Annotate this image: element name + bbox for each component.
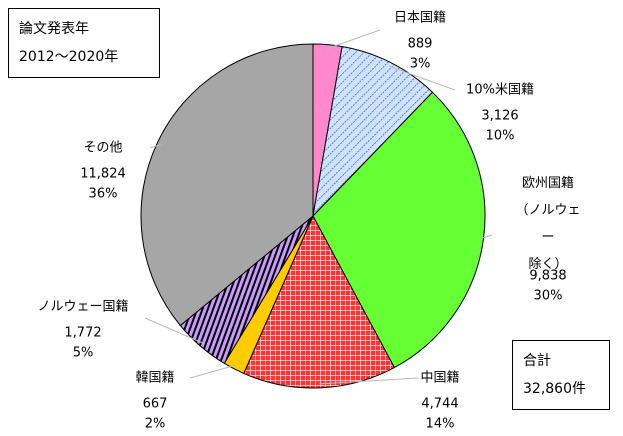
pie-slice — [312, 45, 434, 218]
note-box: 論文発表年 2012～2020年 — [8, 8, 160, 78]
slice-label: 10%米国籍 — [466, 82, 534, 98]
total-box: 合計 32,860件 — [512, 340, 610, 410]
leader-line — [327, 29, 381, 50]
leader-line — [144, 317, 204, 344]
value-label: 11,824 — [80, 166, 126, 182]
value-label: 4,744 — [421, 396, 459, 412]
share-label: 36% — [88, 186, 118, 202]
share-label: 10% — [485, 128, 515, 144]
slice-label: ノルウェー国籍 — [37, 299, 129, 315]
value-label: 3,126 — [481, 108, 519, 124]
share-label: 14% — [425, 416, 455, 432]
slice-label: 欧州国籍 （ノルウェー 除く） — [515, 176, 581, 272]
leader-line — [149, 143, 162, 149]
leader-line — [479, 234, 493, 240]
value-label: 889 — [407, 36, 433, 52]
leader-line — [388, 65, 456, 91]
leader-line — [319, 377, 419, 385]
slice-label: その他 — [83, 140, 123, 156]
share-label: 5% — [72, 345, 94, 361]
note-period: 2012～2020年 — [19, 49, 119, 65]
share-label: 3% — [409, 56, 431, 72]
total-value: 32,860件 — [523, 381, 586, 397]
total-label: 合計 — [523, 353, 551, 369]
value-label: 667 — [142, 396, 168, 412]
slice-label: 韓国籍 — [135, 370, 175, 386]
pie-slice — [243, 214, 396, 389]
slice-label: 日本国籍 — [393, 10, 447, 26]
pie-slice — [140, 43, 314, 327]
value-label: 1,772 — [64, 325, 102, 341]
share-label: 30% — [533, 288, 563, 304]
slice-label: 中国籍 — [420, 370, 460, 386]
note-title: 論文発表年 — [19, 21, 89, 37]
leader-line — [189, 364, 236, 379]
pie-slice — [312, 91, 486, 369]
share-label: 2% — [144, 416, 166, 432]
value-label: 9,838 — [529, 268, 567, 284]
